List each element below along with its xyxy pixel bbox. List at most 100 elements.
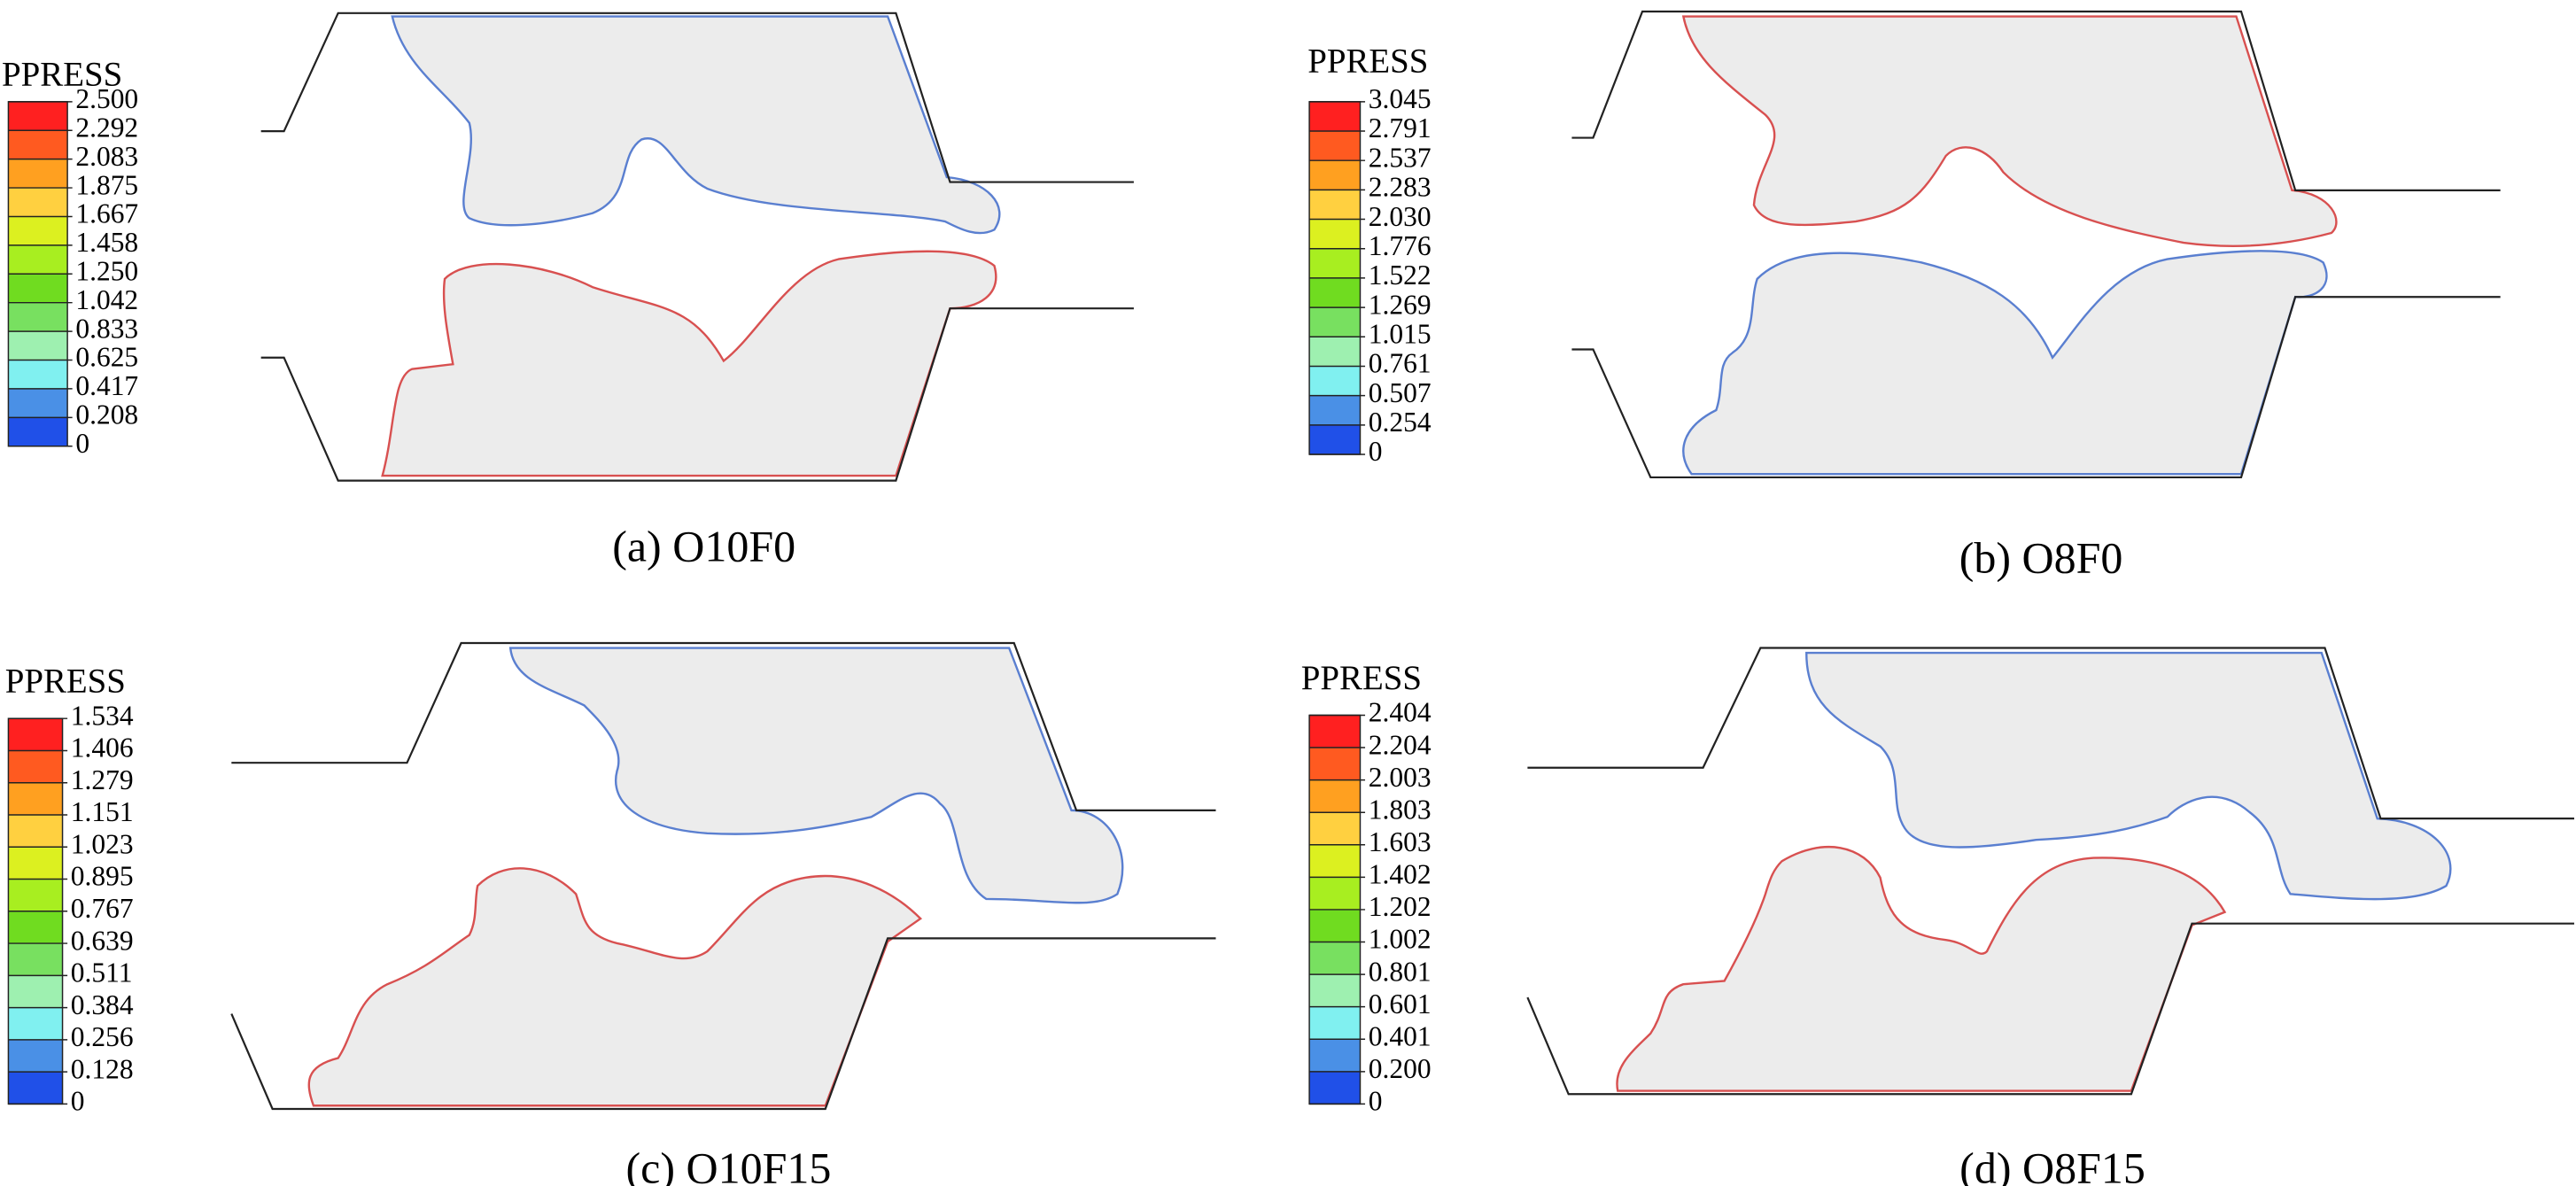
legend-bin: [1309, 748, 1361, 780]
legend-bin: [8, 847, 63, 880]
legend-tick-label: 1.202: [1369, 891, 1432, 922]
legend-tick-label: 0.417: [75, 370, 138, 401]
legend-tick-label: 2.030: [1369, 201, 1432, 232]
legend-bin: [1309, 395, 1361, 425]
legend-bin: [8, 159, 68, 189]
legend-tick-label: 0.761: [1369, 348, 1432, 379]
legend-tick-label: 2.083: [75, 141, 138, 172]
legend-tick-label: 1.803: [1369, 794, 1432, 825]
legend-bin: [1309, 1071, 1361, 1105]
legend-tick-label: 1.002: [1369, 924, 1432, 955]
legend-bin: [1309, 909, 1361, 942]
legend-tick-label: 0.895: [71, 861, 134, 892]
legend-tick-label: 0.639: [71, 925, 134, 956]
legend-tick-label: 0.767: [71, 893, 134, 924]
die-outline: [260, 307, 1134, 482]
legend-bin: [8, 101, 68, 131]
legend-bin: [8, 388, 68, 418]
legend-tick-label: 2.791: [1369, 112, 1432, 143]
legend-tick-label: 2.283: [1369, 172, 1432, 203]
legend-tick-label: 0: [1369, 1086, 1383, 1117]
particle-region: [1616, 845, 2227, 1092]
legend-tick-label: 1.015: [1369, 318, 1432, 349]
legend-bin: [1309, 974, 1361, 1007]
legend-bin: [8, 130, 68, 159]
legend-tick-label: 0.625: [75, 342, 138, 373]
legend-bin: [8, 782, 63, 815]
die-outline: [1527, 647, 2574, 820]
legend-bin: [1309, 1039, 1361, 1072]
legend-tick-label: 0: [71, 1086, 85, 1117]
legend-tick-label: 0.833: [75, 313, 138, 344]
legend-tick-label: 1.151: [71, 796, 134, 827]
legend-bin: [1309, 812, 1361, 845]
particle-region: [391, 15, 1001, 235]
particle-region: [307, 867, 923, 1107]
legend-bin: [8, 360, 68, 389]
legend-tick-label: 1.269: [1369, 289, 1432, 320]
legend-bin: [8, 879, 63, 911]
legend-tick-label: 1.603: [1369, 826, 1432, 857]
particle-region: [381, 250, 997, 477]
legend-tick-label: 1.279: [71, 764, 134, 795]
legend-bin: [1309, 715, 1361, 748]
legend-tick-label: 0.801: [1369, 956, 1432, 987]
legend-bin: [8, 1007, 63, 1040]
legend-bin: [8, 244, 68, 275]
legend-bin: [8, 911, 63, 944]
legend-tick-label: 1.250: [75, 256, 138, 287]
die-outline: [260, 12, 1134, 183]
legend-bin: [8, 216, 68, 245]
legend-tick-label: 0.254: [1369, 407, 1432, 438]
legend-tick-label: 1.875: [75, 169, 138, 200]
legend-bin: [1309, 942, 1361, 975]
legend-tick-label: 0.384: [71, 989, 134, 1020]
legend-tick-label: 1.458: [75, 227, 138, 258]
legend-tick-label: 0.256: [71, 1021, 134, 1052]
legend-tick-label: 1.667: [75, 198, 138, 229]
legend-bin: [1309, 131, 1361, 161]
legend-bin: [1309, 366, 1361, 396]
legend-tick-label: 0.511: [71, 957, 133, 988]
legend-tick-label: 2.003: [1369, 762, 1432, 793]
panel-caption: (c) O10F15: [626, 1143, 832, 1186]
legend-bin: [1309, 307, 1361, 337]
legend-bin: [8, 331, 68, 360]
legend-tick-label: 2.204: [1369, 729, 1432, 760]
die-outline: [1571, 10, 2501, 191]
legend-tick-label: 0.401: [1369, 1020, 1432, 1051]
legend-bin: [8, 302, 68, 332]
legend-bin: [1309, 779, 1361, 813]
legend-tick-label: 0.601: [1369, 988, 1432, 1019]
legend-tick-label: 0: [1369, 436, 1383, 467]
legend-bin: [8, 750, 63, 783]
legend-tick-label: 1.023: [71, 828, 134, 859]
legend-bin: [1309, 844, 1361, 878]
legend-title: PPRESS: [1301, 659, 1422, 697]
particle-region: [1681, 15, 2338, 247]
legend-title: PPRESS: [1307, 42, 1428, 80]
legend-bin: [1309, 1006, 1361, 1040]
legend-bin: [8, 943, 63, 976]
legend-bin: [8, 417, 68, 446]
legend-tick-label: 2.292: [75, 112, 138, 143]
legend-bin: [1309, 248, 1361, 278]
legend-bin: [1309, 424, 1361, 455]
particle-region: [508, 647, 1124, 904]
legend-bin: [8, 814, 63, 848]
legend-bin: [1309, 337, 1361, 367]
legend-tick-label: 1.534: [71, 700, 134, 731]
legend-bin: [1309, 190, 1361, 220]
legend-bin: [1309, 277, 1361, 308]
die-outline: [1571, 296, 2501, 479]
legend-tick-label: 2.537: [1369, 142, 1432, 173]
legend-title: PPRESS: [2, 55, 122, 93]
legend-tick-label: 0.208: [75, 399, 138, 430]
legend-tick-label: 1.776: [1369, 230, 1432, 261]
legend-title: PPRESS: [5, 663, 126, 701]
panel-caption: (d) O8F15: [1959, 1143, 2145, 1186]
legend-tick-label: 2.404: [1369, 697, 1432, 728]
legend-bin: [1309, 160, 1361, 190]
legend-bin: [1309, 877, 1361, 910]
